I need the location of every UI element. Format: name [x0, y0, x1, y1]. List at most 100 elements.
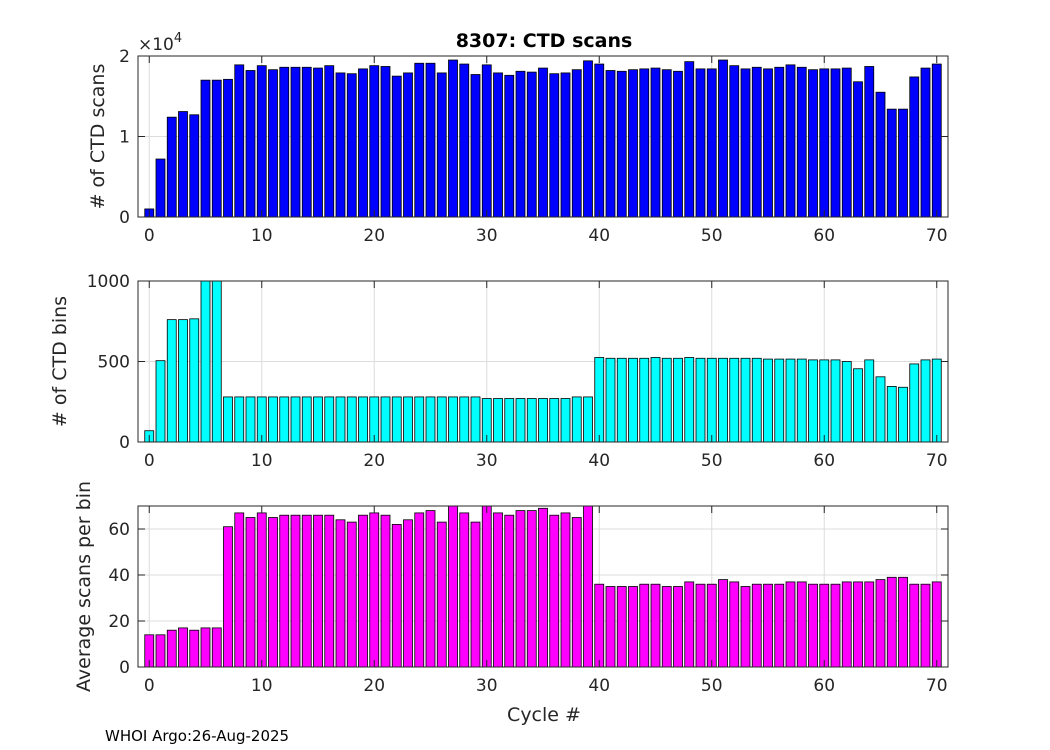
bar	[313, 396, 323, 443]
bar	[706, 68, 717, 218]
bar	[403, 72, 413, 218]
bar	[515, 398, 526, 443]
bar	[605, 586, 616, 668]
y-tick-label: 1	[119, 128, 130, 148]
bar	[245, 396, 256, 443]
subplot-ctd-scans: 0 10 20 30 40 50 60 70 0 1 2 ×104 # of CTD scans	[87, 31, 949, 246]
bar	[751, 583, 762, 668]
bar	[403, 396, 413, 443]
x-tick-label: 30	[476, 451, 498, 471]
y-axis-label: # of CTD bins	[49, 296, 71, 427]
bar	[481, 64, 492, 218]
bar	[425, 510, 436, 668]
bar	[223, 526, 233, 668]
bar	[819, 359, 830, 443]
x-tick-label: 30	[476, 676, 498, 696]
bar	[549, 514, 560, 668]
bar	[785, 581, 796, 668]
bar	[684, 581, 695, 668]
bar	[301, 396, 312, 443]
bar	[616, 357, 627, 443]
x-tick-label: 50	[701, 226, 723, 246]
bar	[673, 586, 683, 668]
bar	[335, 72, 346, 218]
bar	[279, 514, 290, 668]
bar	[414, 396, 425, 443]
bar	[785, 64, 796, 218]
bar	[268, 517, 278, 668]
bar	[594, 357, 605, 443]
bar	[448, 59, 458, 218]
bar	[920, 583, 931, 668]
exponent-base: ×10	[138, 35, 174, 55]
x-tick-label: 0	[144, 676, 155, 696]
bar	[841, 361, 852, 443]
x-tick-label: 60	[813, 676, 835, 696]
bar	[166, 319, 177, 443]
bar	[155, 634, 166, 668]
bar	[560, 72, 571, 218]
bar	[189, 318, 200, 443]
bar	[774, 358, 785, 443]
bar	[178, 319, 188, 443]
x-axis-label: Cycle #	[507, 704, 581, 726]
bar	[470, 74, 481, 218]
bar	[931, 63, 942, 218]
bar	[616, 70, 627, 218]
bar	[785, 358, 796, 443]
bar	[616, 586, 627, 668]
bar	[538, 398, 548, 443]
bar	[639, 583, 650, 668]
bar	[268, 396, 278, 443]
bar	[234, 64, 245, 218]
bar	[290, 514, 301, 668]
bar	[729, 65, 740, 218]
x-tick-label: 20	[363, 451, 385, 471]
bar	[459, 396, 470, 443]
bar	[425, 62, 436, 218]
bar	[324, 396, 335, 443]
bar	[796, 66, 807, 218]
y-axis-label: Average scans per bin	[73, 481, 95, 692]
bar	[909, 76, 920, 218]
bar	[706, 357, 717, 443]
y-tick-label: 0	[119, 208, 130, 228]
x-tick-label: 10	[251, 676, 273, 696]
bar	[369, 65, 380, 218]
y-axis-label: # of CTD scans	[87, 64, 109, 210]
bar	[200, 280, 211, 443]
bar	[684, 357, 695, 443]
bar	[279, 396, 290, 443]
bar	[931, 358, 942, 443]
bar	[526, 71, 537, 218]
bar	[898, 108, 908, 218]
bar	[796, 581, 807, 668]
bar	[751, 66, 762, 218]
bar	[898, 576, 908, 668]
bar	[200, 627, 211, 668]
bar	[459, 63, 470, 218]
bar	[571, 396, 582, 443]
bar	[234, 396, 245, 443]
bar	[841, 67, 852, 218]
bar	[853, 581, 863, 668]
bar	[358, 514, 368, 668]
bar	[763, 68, 773, 218]
bar	[594, 63, 605, 218]
x-tick-label: 60	[813, 451, 835, 471]
bar	[718, 357, 728, 443]
x-tick-label: 10	[251, 226, 273, 246]
bar	[526, 398, 537, 443]
bar	[504, 398, 515, 443]
x-tick-label: 30	[476, 226, 498, 246]
bar	[684, 61, 695, 218]
bar	[808, 69, 818, 218]
bar	[279, 66, 290, 218]
bar	[763, 358, 773, 443]
subplot-avg-scans-per-bin: 0 10 20 30 40 50 60 70 0 20 40 60 Average scans per …	[73, 481, 949, 696]
bar	[245, 70, 256, 218]
bar	[886, 108, 897, 218]
bar	[391, 75, 402, 218]
bar	[380, 66, 391, 218]
bar	[448, 396, 458, 443]
